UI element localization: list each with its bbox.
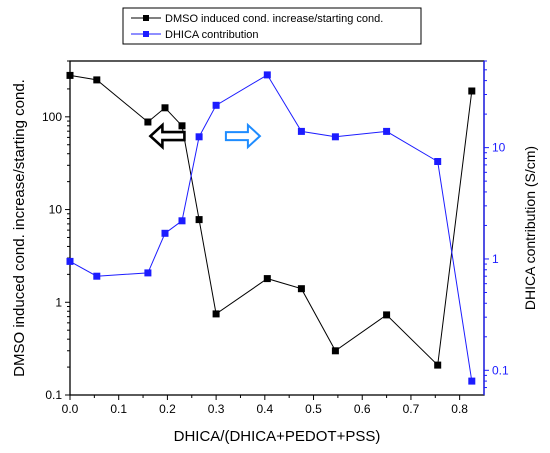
x-tick-label: 0.8 (451, 402, 468, 416)
y-axis-left-title: DMSO induced cond. increase/starting con… (11, 79, 28, 377)
y-right-tick-label: 10 (492, 141, 506, 155)
data-point-dmso (93, 76, 101, 84)
data-point-dhica (468, 377, 476, 385)
data-point-dmso (263, 275, 271, 283)
y-left-tick-label: 1 (55, 295, 62, 309)
x-tick-label: 0.2 (159, 402, 176, 416)
x-axis-title: DHICA/(DHICA+PEDOT+PSS) (174, 428, 381, 445)
data-point-dhica (434, 158, 442, 165)
y-right-tick-label: 1 (492, 252, 499, 266)
x-tick-label: 0.1 (110, 402, 127, 416)
data-point-dhica (195, 133, 203, 141)
data-point-dmso (195, 216, 203, 224)
data-point-dhica (93, 272, 101, 280)
y-left-tick-label: 0.1 (45, 388, 62, 402)
legend-label-dmso: DMSO induced cond. increase/starting con… (165, 13, 383, 25)
x-tick-label: 0.5 (305, 402, 322, 416)
data-point-dmso (383, 311, 391, 319)
data-point-dhica (212, 101, 220, 109)
data-point-dhica (383, 127, 391, 135)
data-point-dmso (434, 361, 442, 369)
right-axis-arrow (224, 122, 262, 150)
data-point-dhica (331, 133, 339, 141)
y-right-tick-label: 0.1 (492, 363, 509, 377)
series-line-dmso (69, 74, 473, 367)
legend: DMSO induced cond. increase/starting con… (122, 7, 422, 45)
data-point-dmso (144, 118, 152, 126)
data-point-dmso (297, 285, 305, 293)
data-point-dmso (178, 122, 186, 130)
data-point-dhica (263, 71, 271, 79)
data-point-dhica (161, 229, 169, 237)
y-axis-right-title: DHICA contribution (S/cm) (522, 146, 538, 310)
legend-box (122, 7, 422, 45)
left-axis-arrow (148, 122, 186, 151)
data-point-dhica (178, 217, 186, 225)
x-tick-label: 0.4 (256, 402, 273, 416)
data-point-dmso (331, 347, 339, 355)
data-point-dhica (144, 269, 152, 277)
x-tick-label: 0.7 (403, 402, 420, 416)
data-point-dmso (161, 104, 169, 112)
y-left-tick-label: 10 (49, 203, 63, 217)
y-left-tick-label: 100 (42, 110, 62, 124)
data-point-dhica (297, 127, 305, 135)
data-point-dmso (66, 71, 74, 79)
x-tick-label: 0.6 (354, 402, 371, 416)
legend-label-dhica: DHICA contribution (165, 29, 259, 41)
x-tick-label: 0.3 (208, 402, 225, 416)
data-point-dmso (468, 87, 476, 95)
plot-frame (69, 60, 485, 396)
x-tick-label: 0.0 (62, 402, 79, 416)
data-point-dmso (212, 310, 220, 318)
series-line-dhica (69, 74, 473, 382)
legend-marker-dmso (143, 15, 149, 21)
legend-marker-dhica (143, 31, 149, 37)
data-point-dhica (66, 257, 74, 265)
